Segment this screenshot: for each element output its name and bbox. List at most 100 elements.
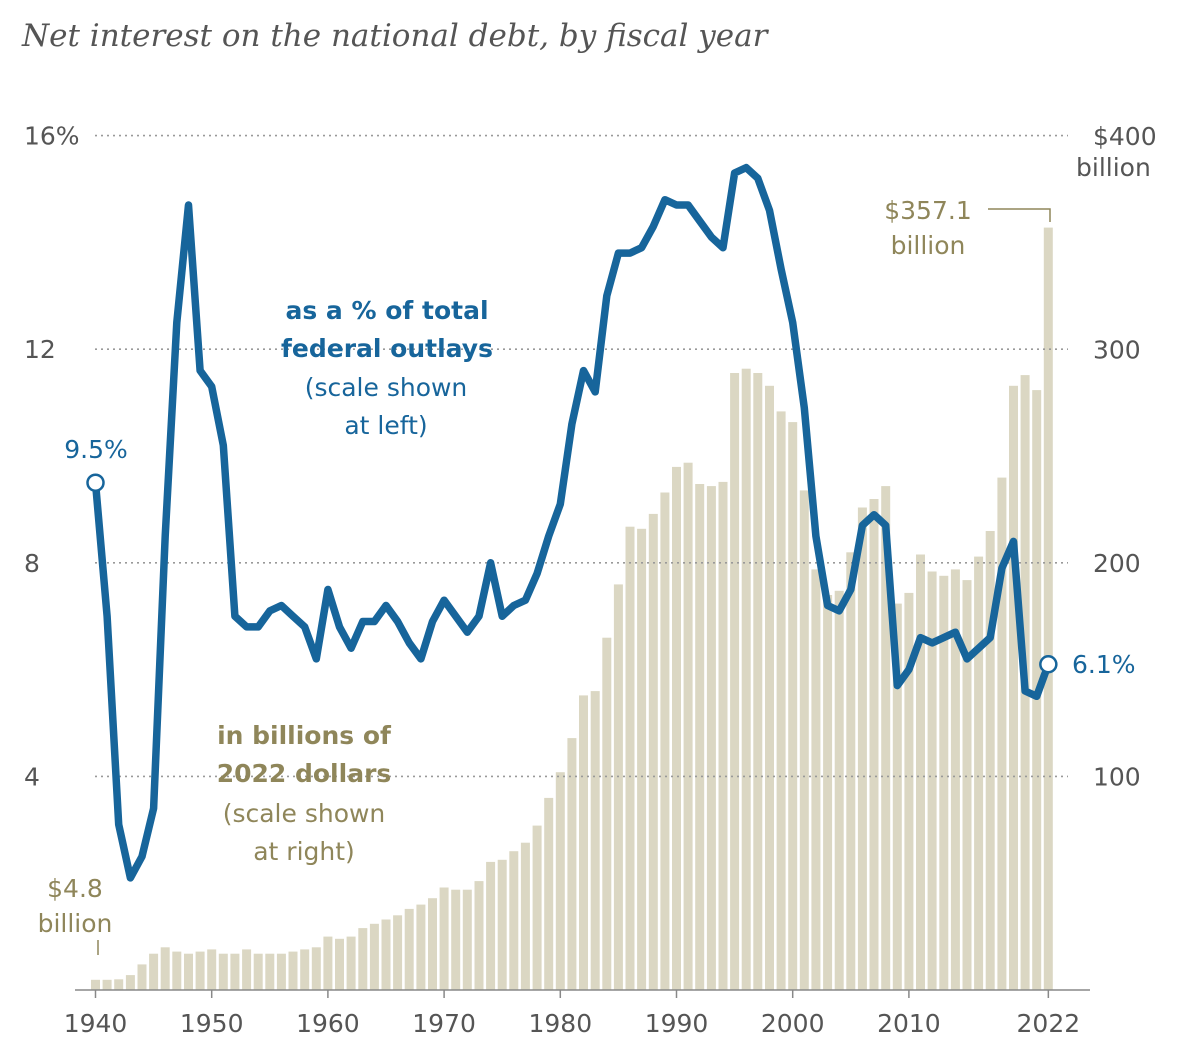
bar <box>160 947 170 990</box>
chart-title: Net interest on the national debt, by fi… <box>22 18 768 54</box>
bar <box>997 477 1007 991</box>
bar <box>625 526 635 990</box>
right-tick-label: 200 <box>1093 549 1141 578</box>
bar <box>207 949 217 990</box>
bar <box>195 951 205 990</box>
bar <box>451 889 461 990</box>
right-tick-label: 100 <box>1093 763 1141 792</box>
bar-end-value: billion <box>891 231 966 260</box>
bar <box>985 531 995 990</box>
bar <box>474 881 484 990</box>
bar <box>416 904 426 990</box>
left-tick-label: 16% <box>24 122 80 151</box>
bar <box>1009 385 1018 990</box>
x-tick-label: 1940 <box>64 1009 128 1038</box>
bar <box>846 552 856 990</box>
bar <box>300 949 310 990</box>
bar-start-value: billion <box>38 909 113 938</box>
bar-start-value: $4.8 <box>47 874 103 903</box>
right-tick-label: 300 <box>1093 336 1141 365</box>
bar <box>532 825 542 990</box>
bar <box>509 851 519 990</box>
x-tick-label: 2022 <box>1017 1009 1081 1038</box>
bar-end-leader <box>988 208 1051 222</box>
bar <box>428 898 437 990</box>
bar <box>439 887 449 990</box>
bar <box>904 592 914 990</box>
annotations: as a % of total federal outlays (scale sho… <box>38 196 1136 955</box>
bar <box>939 575 949 990</box>
bar <box>672 466 681 990</box>
bar <box>114 979 124 990</box>
bar <box>335 938 344 990</box>
bar <box>393 915 403 990</box>
bar <box>276 953 286 990</box>
x-tick-label: 1970 <box>412 1009 476 1038</box>
grid <box>95 134 1068 778</box>
bar <box>1043 227 1053 991</box>
bar <box>950 569 960 990</box>
bar <box>288 951 298 990</box>
bar-series-label: in billions of <box>217 721 392 750</box>
bar <box>102 979 112 990</box>
bar <box>218 953 228 990</box>
left-tick-label: 12 <box>24 335 56 364</box>
bar <box>579 695 588 990</box>
bar <box>613 584 623 990</box>
bar <box>149 953 159 990</box>
bar <box>869 499 879 990</box>
pct-line <box>91 163 1053 882</box>
bar <box>602 637 612 990</box>
bar <box>881 486 891 990</box>
bar <box>811 569 821 990</box>
bar <box>520 842 530 990</box>
bar <box>590 691 600 990</box>
x-tick-label: 1960 <box>296 1009 360 1038</box>
x-tick-label: 2010 <box>877 1009 941 1038</box>
bar <box>916 554 925 990</box>
bar <box>765 385 774 990</box>
bar <box>91 979 100 990</box>
bar <box>567 738 577 990</box>
line-start-point <box>86 473 105 492</box>
bar <box>683 462 693 990</box>
bar <box>253 953 263 990</box>
line-series-label: as a % of total <box>285 296 488 325</box>
bar <box>857 507 867 990</box>
x-tick-label: 1950 <box>180 1009 244 1038</box>
bar <box>497 859 507 990</box>
line-end-value: 6.1% <box>1072 650 1136 679</box>
bar <box>125 975 135 990</box>
bar <box>660 492 670 990</box>
left-tick-label: 8 <box>24 549 40 578</box>
bar <box>265 953 275 990</box>
bar <box>974 556 984 990</box>
bar <box>927 571 937 990</box>
bar <box>369 923 379 990</box>
bar <box>962 580 972 990</box>
bar-scale-note: at right) <box>253 837 355 866</box>
bar <box>242 949 252 990</box>
bar <box>834 590 844 990</box>
bar <box>753 373 763 990</box>
bar <box>695 484 705 990</box>
bar <box>799 490 809 990</box>
bar <box>706 486 716 990</box>
line-series <box>86 163 1058 882</box>
line-start-value: 9.5% <box>64 435 128 464</box>
bar <box>788 422 798 991</box>
bar <box>137 964 147 990</box>
bar <box>555 772 565 990</box>
bar <box>648 513 658 990</box>
bar <box>404 908 414 990</box>
bar-series-label: 2022 dollars <box>217 759 392 788</box>
bar <box>358 928 368 990</box>
bar <box>311 947 321 990</box>
bar <box>544 797 554 990</box>
bar-end-value: $357.1 <box>884 196 971 225</box>
x-tick-label: 1990 <box>645 1009 709 1038</box>
bar <box>230 953 240 990</box>
bar <box>823 595 833 990</box>
